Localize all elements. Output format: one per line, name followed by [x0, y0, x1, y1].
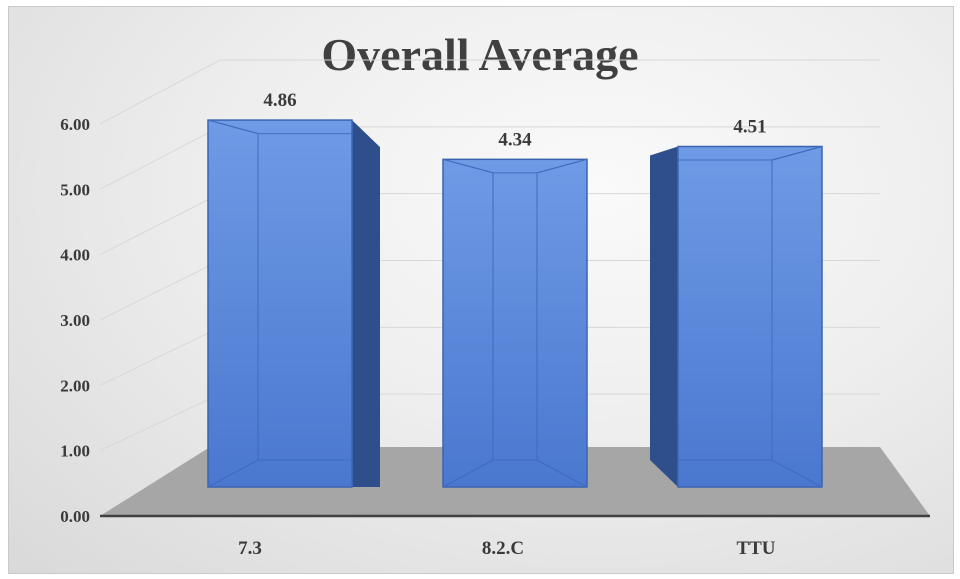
chart-title: Overall Average	[321, 29, 639, 80]
gridline	[99, 59, 880, 125]
data-label: 4.86	[263, 90, 296, 111]
bar-inner-edge	[257, 132, 353, 461]
bar-edge	[442, 459, 494, 488]
bars	[207, 119, 823, 488]
bar-edge	[771, 459, 823, 488]
bar-front	[677, 145, 823, 488]
y-tick-label: 6.00	[60, 115, 90, 134]
bar-side	[650, 146, 678, 487]
bar-edge	[536, 459, 588, 488]
y-tick-label: 0.00	[60, 507, 90, 526]
x-category-label: TTU	[736, 538, 775, 559]
y-tick-label: 5.00	[60, 180, 90, 199]
y-tick-label: 2.00	[60, 376, 90, 395]
bar-edge	[207, 459, 259, 488]
bar-side	[352, 120, 380, 487]
bar	[207, 119, 380, 488]
bar-front	[207, 119, 353, 488]
data-labels: 4.86 4.34 4.51	[263, 90, 766, 150]
x-category-label: 8.2.C	[482, 538, 524, 559]
bar-edge	[771, 145, 823, 161]
bar-edge	[536, 158, 588, 174]
y-tick-label: 3.00	[60, 311, 90, 330]
bar-edge	[442, 158, 494, 174]
bar	[442, 158, 588, 488]
y-tick-label: 1.00	[60, 442, 90, 461]
x-category-label: 7.3	[238, 538, 262, 559]
y-tick-label: 4.00	[60, 246, 90, 265]
bar-inner-edge	[677, 159, 773, 461]
data-label: 4.34	[498, 129, 532, 150]
bar-inner-edge	[492, 172, 538, 461]
data-label: 4.51	[733, 116, 766, 137]
bar-edge	[207, 119, 259, 135]
x-axis-categories: 7.3 8.2.C TTU	[238, 538, 776, 559]
bar-front	[442, 158, 588, 488]
y-axis-ticks: 0.00 1.00 2.00 3.00 4.00 5.00 6.00	[60, 115, 90, 526]
bar	[650, 145, 823, 488]
